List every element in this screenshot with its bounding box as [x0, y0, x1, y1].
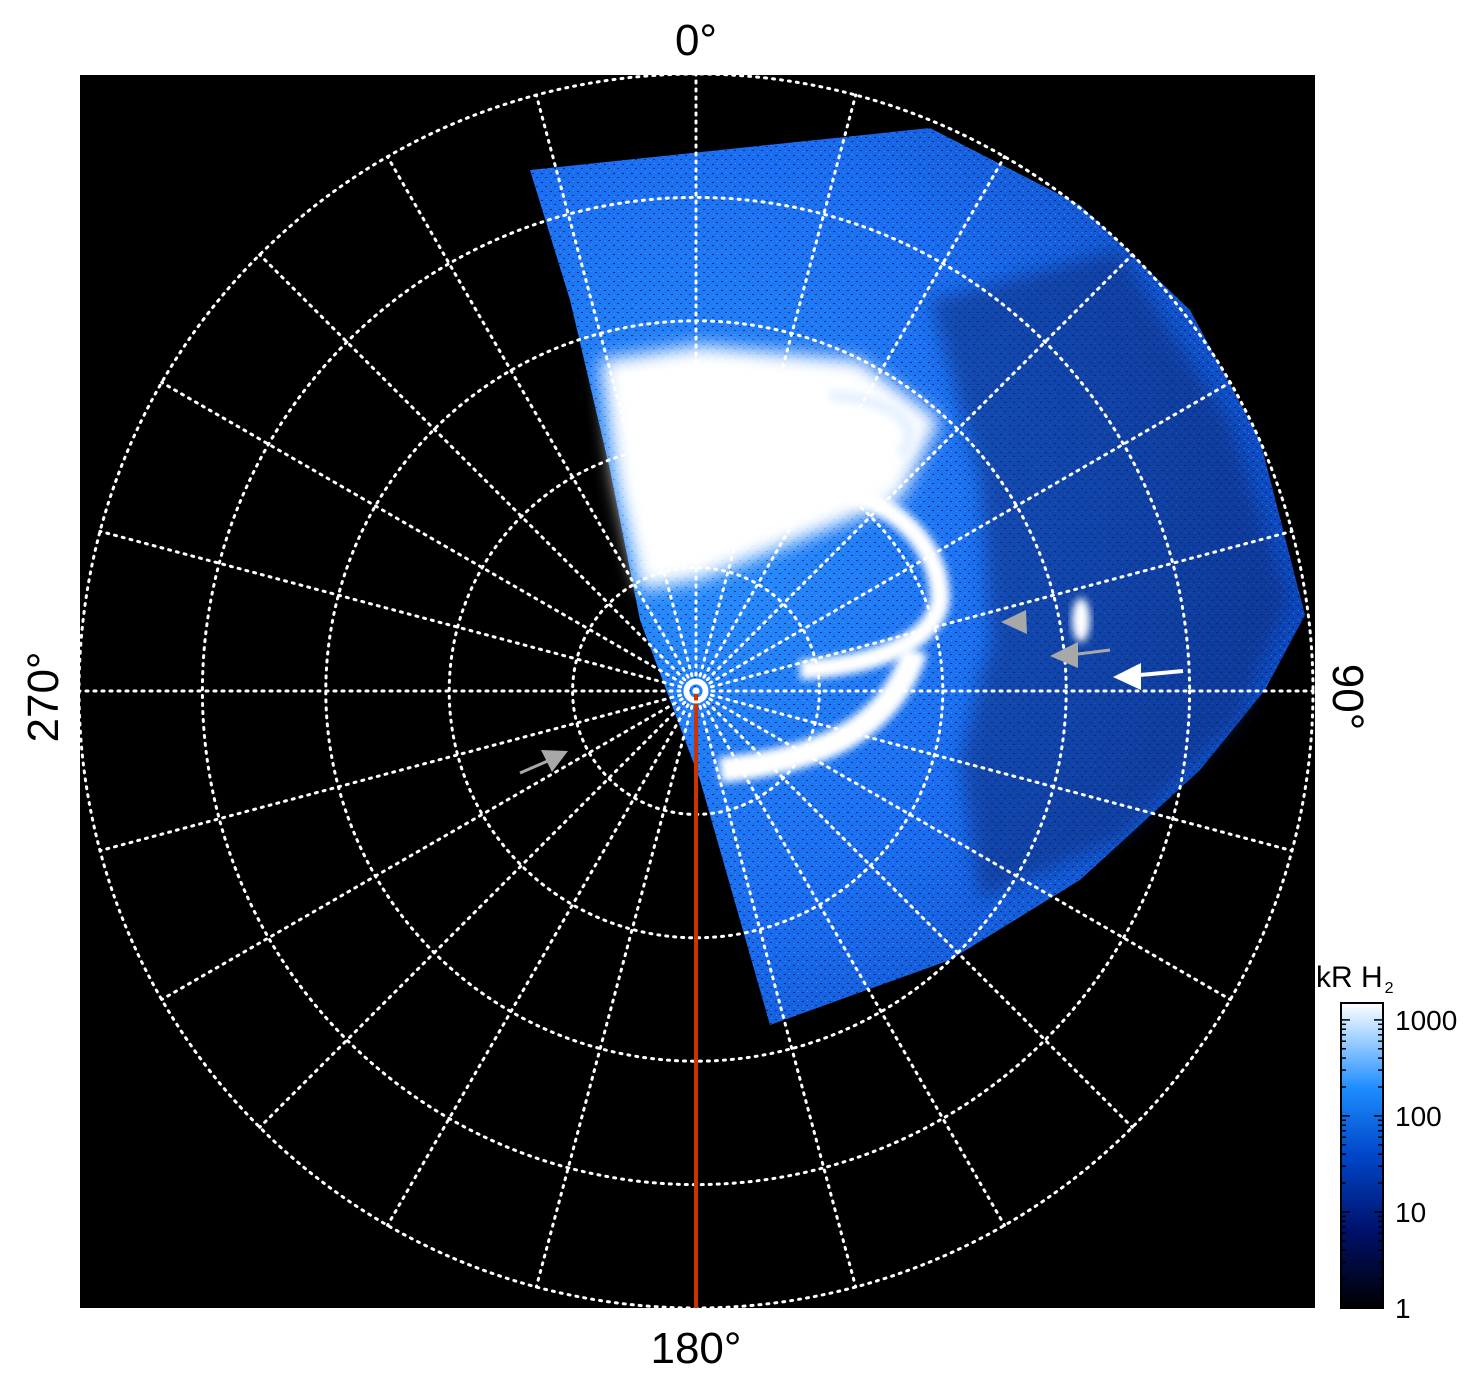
- label-top: 0°: [675, 16, 717, 65]
- colorbar-gradient: [1340, 1002, 1384, 1309]
- label-left: 270°: [19, 651, 68, 742]
- aurora-image: [530, 128, 1305, 1025]
- white-arrow: [1113, 663, 1184, 690]
- colorbar-tick-label: 1: [1395, 1293, 1411, 1324]
- axis-labels: 0° 180° 270° 90°: [19, 16, 1372, 1373]
- label-right: 90°: [1323, 664, 1372, 731]
- colorbar-tick-labels: 1000 100 10 1: [1395, 1005, 1457, 1324]
- grid-spoke: [386, 689, 698, 1227]
- colorbar-tick-label: 1000: [1395, 1005, 1457, 1036]
- main-oval-lower-arc: [718, 645, 928, 783]
- grid-spoke: [694, 689, 1232, 1001]
- pole-marker: [683, 678, 709, 704]
- label-bottom: 180°: [650, 1324, 741, 1373]
- grid-spoke: [258, 689, 698, 1129]
- grid-spoke: [694, 529, 1294, 693]
- grid-spoke: [160, 381, 698, 693]
- grid-spoke: [98, 689, 698, 853]
- grid-spoke: [694, 689, 1134, 1129]
- grid-spoke: [694, 689, 1294, 853]
- main-oval-inner-arc: [829, 389, 916, 460]
- colorbar-tick-label: 100: [1395, 1101, 1442, 1132]
- bright-spot: [1072, 598, 1090, 642]
- grid-spoke: [694, 381, 1232, 693]
- grid-spoke: [694, 689, 858, 1289]
- grid-spoke: [534, 93, 698, 693]
- grid-spoke: [160, 689, 698, 1001]
- colorbar-tick-label: 10: [1395, 1197, 1426, 1228]
- grid-spoke: [694, 93, 858, 693]
- grid-spoke: [534, 689, 698, 1289]
- polar-grid: [80, 75, 1315, 1308]
- grid-spoke: [98, 529, 698, 693]
- feature-arrows: [519, 610, 1184, 775]
- colorbar-ticks: [1341, 1019, 1383, 1309]
- grid-spoke: [694, 689, 1006, 1227]
- dark-outer-region: [930, 250, 1290, 900]
- grey-arrow-3: [519, 750, 568, 775]
- grid-spoke: [258, 253, 698, 693]
- grey-arrow-2: [1050, 642, 1111, 668]
- main-oval-upper-arc: [739, 468, 951, 680]
- pole-marker-center: [693, 688, 699, 694]
- grid-spoke: [694, 155, 1006, 693]
- bright-dayside-region: [600, 345, 940, 590]
- grey-arrow-1: [1001, 610, 1027, 634]
- grid-spoke: [386, 155, 698, 693]
- grid-spoke: [694, 253, 1134, 693]
